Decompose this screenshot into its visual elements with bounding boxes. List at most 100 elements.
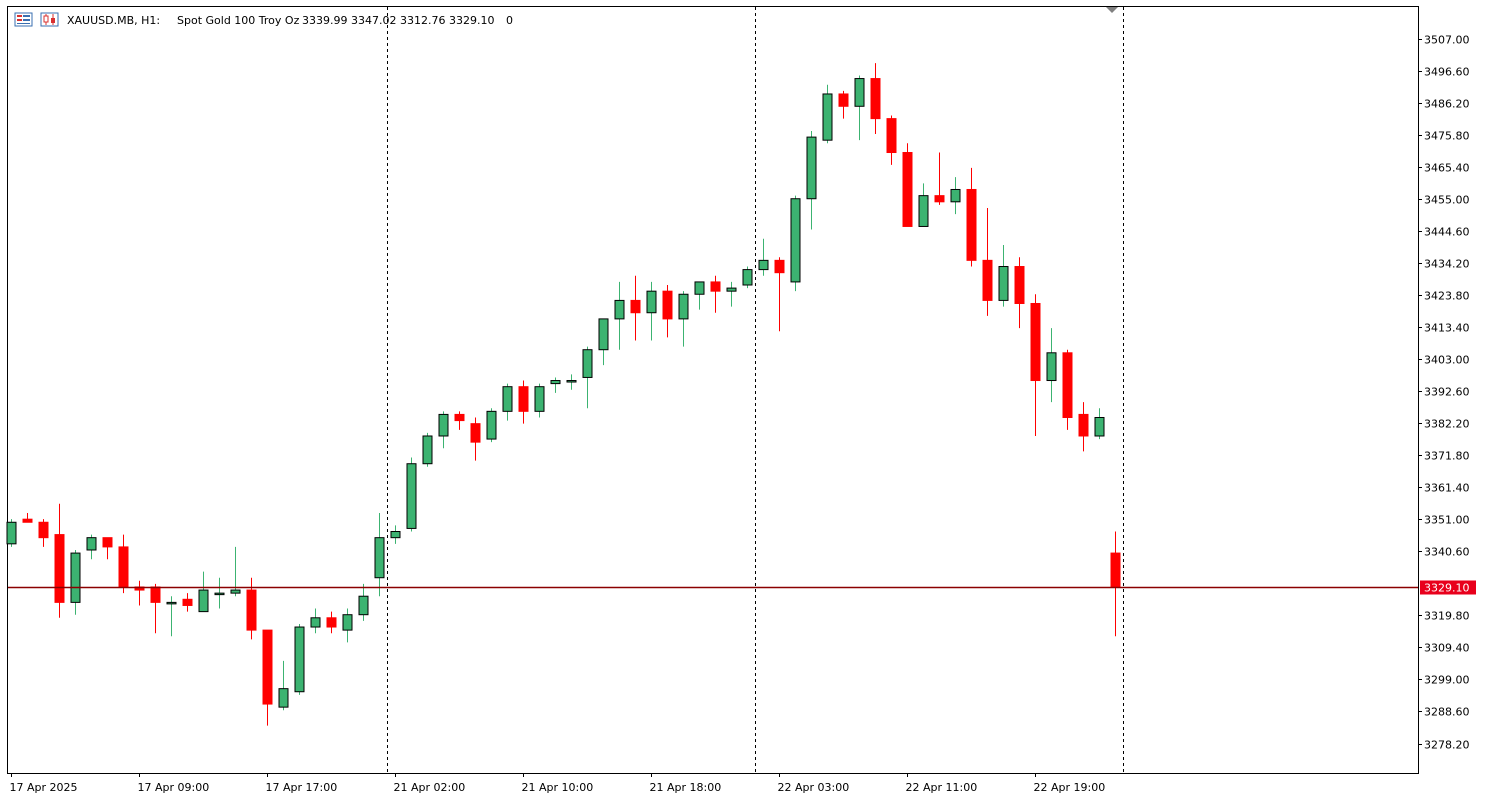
y-tick-label: 3465.40 <box>1424 162 1470 175</box>
chart-header: XAUUSD.MB, H1: Spot Gold 100 Troy Oz 333… <box>14 12 513 27</box>
y-tick-label: 3299.00 <box>1424 674 1470 687</box>
candle-body <box>454 413 465 422</box>
candle <box>854 75 865 141</box>
candle-body <box>886 118 897 154</box>
y-tick-label: 3351.00 <box>1424 514 1470 527</box>
candle <box>774 257 785 332</box>
candle <box>838 90 849 119</box>
candle <box>86 534 97 560</box>
candle <box>566 374 577 390</box>
candle <box>982 207 993 316</box>
x-tick-label: 21 Apr 02:00 <box>394 781 466 794</box>
candle-body <box>182 598 193 606</box>
candle <box>390 525 401 544</box>
candle <box>662 285 673 338</box>
chart-window-icon[interactable] <box>14 12 33 27</box>
candle <box>550 377 561 393</box>
symbol-description: Spot Gold 100 Troy Oz <box>177 14 300 27</box>
candle-body <box>902 152 913 227</box>
price-axis[interactable]: 3507.00 3496.60 3486.20 3475.80 3465.40 3455.… <box>1418 34 1470 752</box>
candle <box>198 571 209 613</box>
candle <box>182 593 193 612</box>
candle <box>310 608 321 634</box>
candle-body <box>854 78 865 107</box>
candle-body <box>566 380 577 383</box>
y-tick-label: 3340.60 <box>1424 546 1470 559</box>
candle-body <box>1030 302 1041 382</box>
time-axis[interactable]: 17 Apr 2025 17 Apr 09:00 17 Apr 17:00 21 Ap… <box>10 773 1106 794</box>
current-price-tag: 3329.10 <box>1420 580 1476 595</box>
candle-body <box>998 266 1009 301</box>
candle-body <box>214 592 225 596</box>
candle <box>358 583 369 621</box>
candle <box>374 513 385 597</box>
candle <box>438 411 449 449</box>
candle-body <box>262 629 273 705</box>
candle-body <box>470 423 481 443</box>
candle <box>870 63 881 135</box>
candle <box>790 195 801 292</box>
y-tick-label: 3288.60 <box>1424 706 1470 719</box>
candle <box>6 519 17 547</box>
candle-body <box>86 537 97 551</box>
candle <box>502 383 513 421</box>
candle-body <box>422 435 433 465</box>
candle <box>1110 531 1121 637</box>
candle-body <box>102 537 113 548</box>
candle <box>278 660 289 711</box>
candle <box>934 152 945 205</box>
candle <box>1078 402 1089 452</box>
x-tick-label: 17 Apr 2025 <box>10 781 78 794</box>
candle-body <box>806 136 817 200</box>
candle <box>998 244 1009 307</box>
candle-body <box>486 410 497 440</box>
candle <box>694 281 705 310</box>
plot-area[interactable] <box>7 6 1419 774</box>
candle-body <box>870 78 881 120</box>
candle <box>486 408 497 443</box>
y-tick-label: 3507.00 <box>1424 34 1470 47</box>
y-tick-label: 3309.40 <box>1424 642 1470 655</box>
candle <box>518 380 529 424</box>
candle <box>422 432 433 467</box>
candle-body <box>630 299 641 314</box>
ohlc-values: 3339.99 3347.02 3312.76 3329.10 <box>302 14 494 27</box>
candles-icon[interactable] <box>40 12 59 27</box>
candle <box>1094 408 1105 440</box>
candle <box>966 167 977 267</box>
candle-body <box>326 617 337 628</box>
y-tick-label: 3423.80 <box>1424 290 1470 303</box>
candle <box>406 457 417 532</box>
candlestick-series <box>6 63 1121 726</box>
candle <box>102 537 113 560</box>
volume-value: 0 <box>506 14 513 27</box>
x-tick-label: 22 Apr 03:00 <box>778 781 850 794</box>
candle <box>582 346 593 409</box>
candle-body <box>198 589 209 613</box>
candle-body <box>150 586 161 603</box>
y-tick-label: 3486.20 <box>1424 98 1470 111</box>
candle-body <box>166 601 177 605</box>
candle <box>534 383 545 418</box>
candle-body <box>1078 413 1089 437</box>
y-tick-label: 3455.00 <box>1424 194 1470 207</box>
candle <box>950 177 961 215</box>
candle <box>1030 294 1041 436</box>
candle-body <box>550 380 561 385</box>
candle-body <box>662 290 673 320</box>
chart-shift-marker[interactable] <box>1106 7 1118 13</box>
y-tick-label: 3371.80 <box>1424 450 1470 463</box>
candle-body <box>822 93 833 141</box>
candle-body <box>374 537 385 579</box>
y-tick-label: 3403.00 <box>1424 354 1470 367</box>
candle <box>1062 349 1073 430</box>
candle-body <box>438 413 449 437</box>
candle-body <box>342 614 353 631</box>
y-tick-label: 3496.60 <box>1424 66 1470 79</box>
session-separators <box>387 7 1124 773</box>
candle-body <box>950 188 961 203</box>
candle-body <box>966 188 977 261</box>
candle-body <box>1110 552 1121 588</box>
candle-body <box>982 259 993 301</box>
